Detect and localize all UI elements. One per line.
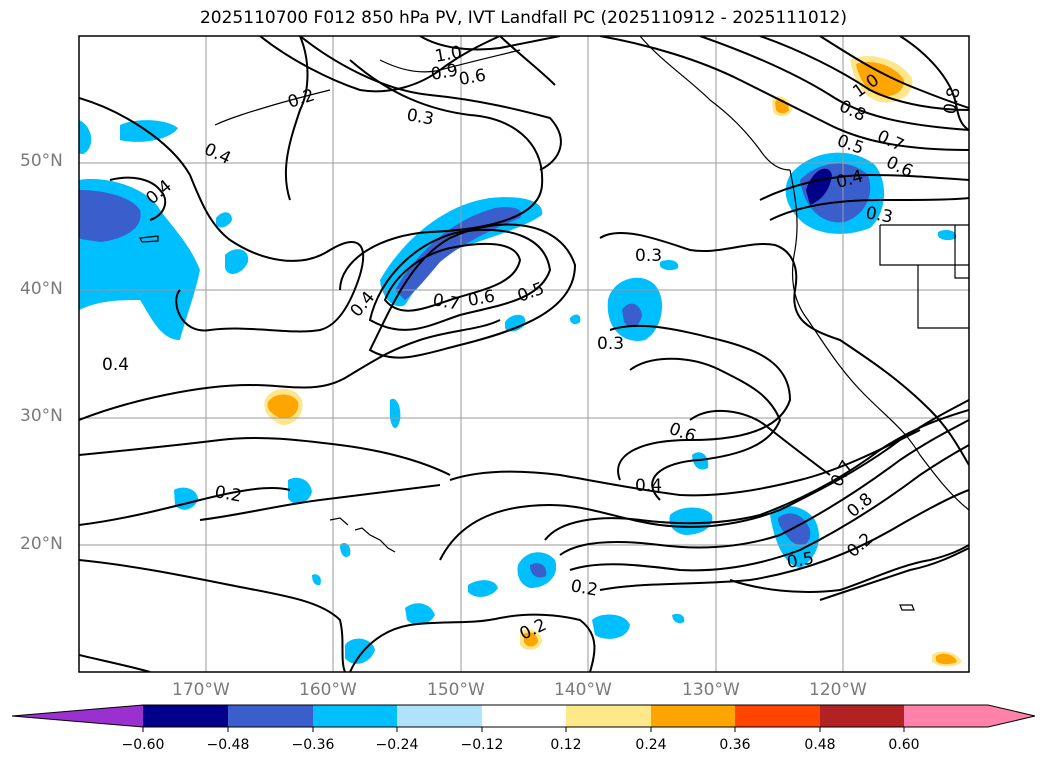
lon-label: 140°W: [554, 680, 612, 700]
lat-label: 30°N: [20, 406, 63, 426]
pv-contours: [79, 36, 969, 672]
lon-label: 130°W: [682, 680, 740, 700]
colorbar-extend-low: [12, 705, 143, 727]
contour-label: 0.2: [569, 576, 599, 600]
contour-label: 0.6: [666, 419, 698, 447]
colorbar-swatch: [820, 705, 904, 727]
map-title: 2025110700 F012 850 hPa PV, IVT Landfall…: [199, 8, 847, 28]
lat-label: 20°N: [20, 534, 63, 554]
contour-label: 0.7: [874, 126, 907, 156]
lon-label: 120°W: [809, 680, 867, 700]
contour-label: 0.4: [635, 476, 662, 496]
contour-label: 0.9: [429, 61, 459, 85]
contour-label: 0.4: [347, 288, 380, 322]
colorbar-tick-label: −0.36: [291, 737, 335, 753]
colorbar-swatch: [397, 705, 482, 727]
colorbar-swatch: [313, 705, 397, 727]
colorbar-swatch: [143, 705, 228, 727]
lat-label: 40°N: [20, 279, 63, 299]
lon-label: 150°W: [427, 680, 485, 700]
lat-label: 50°N: [20, 151, 63, 171]
contour-label: 0.8: [843, 489, 877, 522]
contour-label: 0.6: [457, 66, 487, 90]
colorbar-swatch: [651, 705, 735, 727]
pv-shading: [79, 56, 962, 667]
colorbar-extend-high: [988, 705, 1035, 727]
colorbar-tick-label: −0.12: [460, 737, 504, 753]
contour-label: 0.7: [431, 290, 461, 314]
contour-label: 0.2: [843, 529, 877, 562]
contour-label: 0.3: [864, 203, 894, 227]
contour-label: 0.4: [102, 355, 129, 375]
colorbar-tick-label: 0.12: [550, 737, 582, 753]
colorbar-tick-label: −0.48: [206, 737, 250, 753]
contour-label: 0.3: [597, 334, 624, 354]
colorbar-swatch: [566, 705, 651, 727]
colorbar-swatch: [482, 705, 566, 727]
contour-label: 0.6: [466, 287, 496, 311]
colorbar-tick-label: 0.36: [719, 737, 751, 753]
colorbar: [11, 704, 1036, 732]
map-frame: [78, 35, 970, 673]
colorbar-tick-label: 0.60: [888, 737, 920, 753]
colorbar-tick-label: −0.24: [375, 737, 419, 753]
contour-label: 1.0: [433, 43, 463, 67]
colorbar-swatch: [228, 705, 313, 727]
gridlines: [79, 36, 969, 672]
contour-label: 0.2: [285, 85, 317, 112]
contour-label: 0.6: [883, 152, 916, 182]
contour-label: 0.8: [940, 86, 964, 116]
colorbar-tick-label: −0.60: [121, 737, 165, 753]
contour-label: 0.2: [213, 482, 243, 506]
contour-label: 0.3: [635, 246, 662, 266]
colorbar-tick-label: 0.48: [804, 737, 836, 753]
colorbar-tick-label: 0.24: [635, 737, 667, 753]
lon-label: 170°W: [172, 680, 230, 700]
colorbar-swatch: [735, 705, 820, 727]
lon-label: 160°W: [299, 680, 357, 700]
map-plot-area: 0.2 1.0 0.9 0.6 0.3 0.4 0.4 0.7 0.6 0.5 …: [79, 36, 969, 672]
colorbar-swatch: [904, 705, 988, 727]
contour-label: 0.3: [405, 105, 435, 129]
contour-label: 0.5: [785, 549, 815, 573]
